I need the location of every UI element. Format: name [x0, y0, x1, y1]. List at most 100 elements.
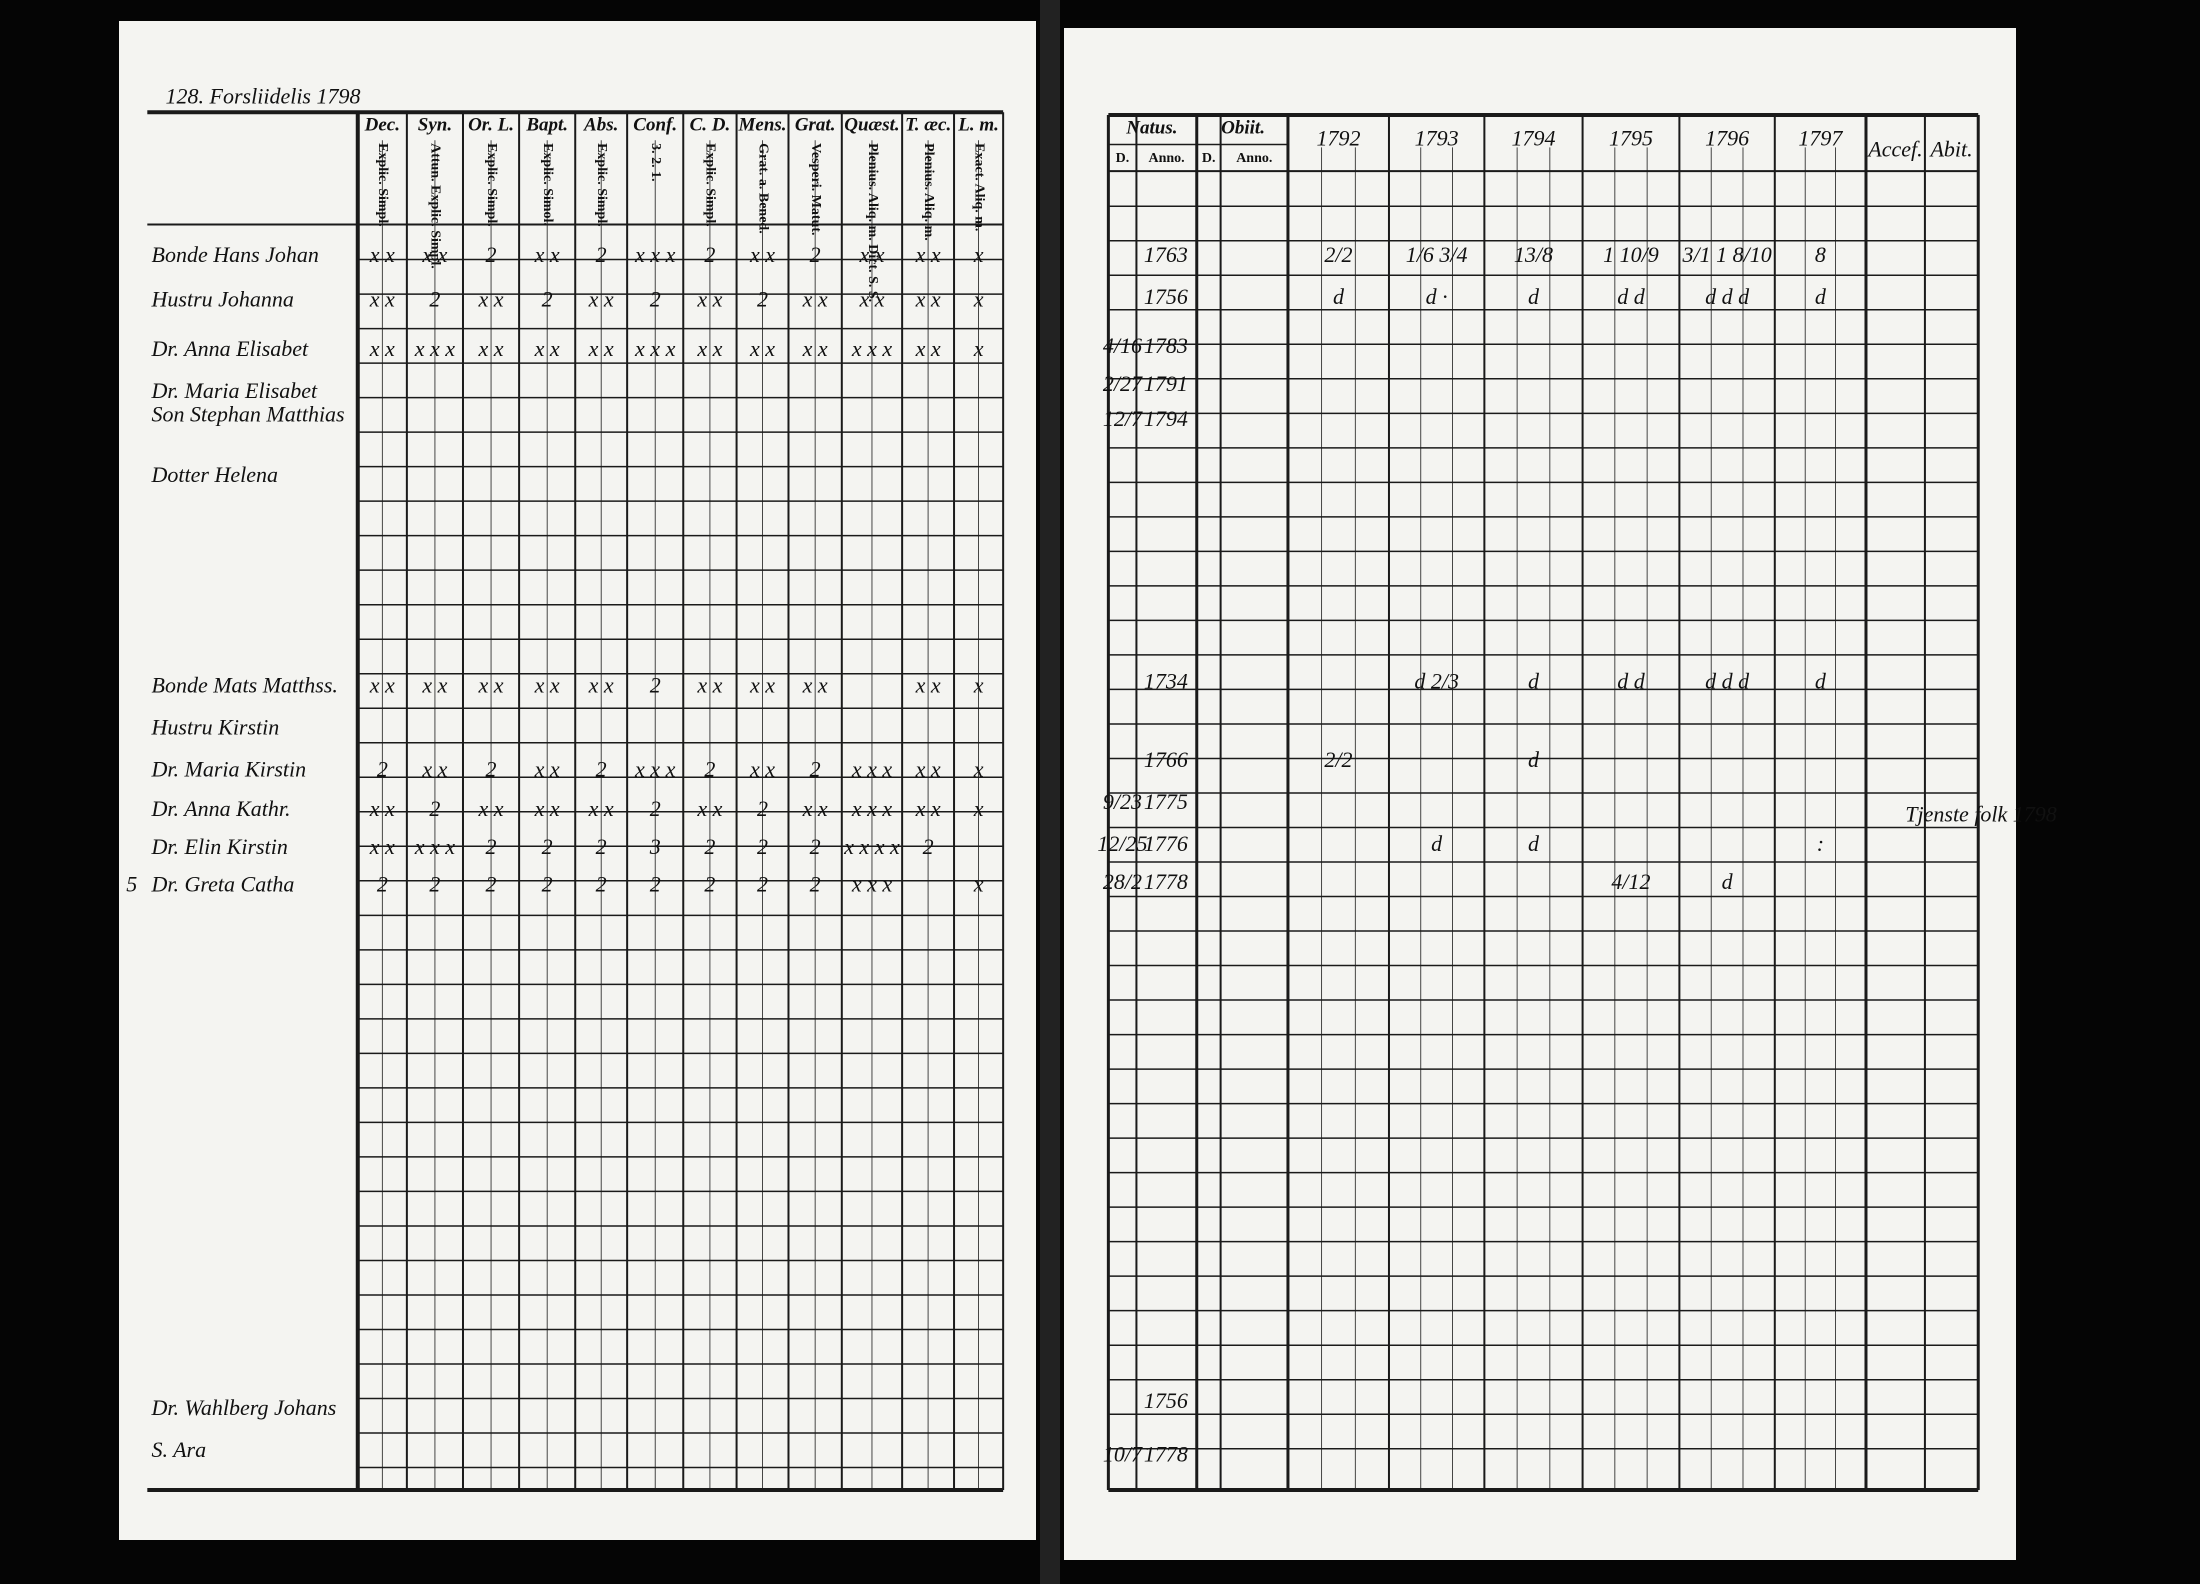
anno-header: Anno. — [1149, 151, 1185, 166]
year-mark: d — [1528, 831, 1540, 856]
exam-mark: x x — [369, 287, 395, 312]
birth-year: 1734 — [1144, 668, 1188, 693]
right-page — [1064, 28, 2016, 1560]
year-mark: d — [1722, 869, 1734, 894]
birth-year: 1756 — [1144, 1388, 1188, 1413]
exam-mark: x x x — [634, 336, 676, 361]
year-mark: d — [1528, 668, 1540, 693]
exam-mark: 2 — [810, 242, 821, 267]
exam-mark: x x — [915, 796, 941, 821]
birth-day: 12/25 — [1097, 831, 1147, 856]
year-mark: d — [1528, 747, 1540, 772]
year-mark: d — [1815, 284, 1827, 309]
exam-mark: x x x — [634, 242, 676, 267]
column-title: L. m. — [957, 115, 999, 136]
exam-mark: x x — [478, 796, 504, 821]
exam-mark: x x — [421, 673, 447, 698]
exam-mark: 2 — [542, 287, 553, 312]
exam-mark: x x x — [851, 757, 893, 782]
person-name: Bonde Hans Johan — [152, 242, 319, 267]
exam-mark: x x — [421, 242, 447, 267]
exam-mark: x x — [534, 336, 560, 361]
margin-note: Tjenste folk 1798 — [1905, 802, 2057, 827]
exam-mark: 2 — [704, 242, 715, 267]
column-title: Quæst. — [844, 115, 899, 136]
year-header: 1795 — [1609, 125, 1653, 150]
column-title: Conf. — [633, 115, 677, 136]
birth-day: 10/7 — [1103, 1441, 1143, 1466]
exam-mark: x x — [588, 287, 614, 312]
birth-year: 1776 — [1144, 831, 1188, 856]
exam-mark: x x — [478, 673, 504, 698]
year-mark: d — [1333, 284, 1345, 309]
year-mark: 8 — [1815, 242, 1826, 267]
column-subtitle: Explic. Simpl. — [484, 143, 499, 227]
year-mark: d d — [1617, 668, 1646, 693]
year-mark: d d d — [1705, 284, 1750, 309]
birth-year: 1778 — [1144, 1441, 1188, 1466]
exam-mark: 2 — [923, 834, 934, 859]
exam-mark: 2 — [596, 834, 607, 859]
exam-mark: x x — [369, 242, 395, 267]
person-name: Dr. Elin Kirstin — [151, 834, 288, 859]
column-title: Bapt. — [525, 115, 568, 136]
person-name: Dr. Maria Kirstin — [151, 757, 307, 782]
year-mark: 2/2 — [1324, 242, 1352, 267]
exam-mark: x x — [802, 796, 828, 821]
column-title: T. æc. — [905, 115, 951, 136]
year-mark: d — [1528, 284, 1540, 309]
exam-mark: x x — [858, 242, 884, 267]
exam-mark: x x — [534, 796, 560, 821]
birth-year: 1791 — [1144, 371, 1188, 396]
person-name: Dr. Maria Elisabet — [151, 378, 318, 403]
exam-mark: 2 — [650, 287, 661, 312]
exam-mark: 2 — [650, 796, 661, 821]
exam-mark: x x — [534, 673, 560, 698]
year-mark: 13/8 — [1514, 242, 1553, 267]
exam-mark: 2 — [757, 872, 768, 897]
birth-year: 1763 — [1144, 242, 1188, 267]
birth-year: 1794 — [1144, 406, 1188, 431]
exam-mark: x — [973, 796, 984, 821]
year-mark: 1 10/9 — [1603, 242, 1659, 267]
year-header: 1794 — [1511, 125, 1555, 150]
year-mark: 4/12 — [1611, 869, 1650, 894]
exam-mark: x — [973, 757, 984, 782]
exam-mark: x x — [588, 336, 614, 361]
exam-mark: x x x — [634, 757, 676, 782]
exam-mark: x x — [369, 796, 395, 821]
exam-mark: 3 — [649, 834, 661, 859]
exam-mark: x x — [915, 336, 941, 361]
exam-mark: 2 — [757, 834, 768, 859]
column-subtitle: Explic. Simol. — [540, 143, 555, 226]
exam-mark: 2 — [542, 834, 553, 859]
exam-mark: 2 — [486, 757, 497, 782]
exam-mark: x — [973, 287, 984, 312]
birth-day: 9/23 — [1103, 789, 1142, 814]
column-subtitle: Explic. Simpl. — [594, 143, 609, 227]
column-title: Dec. — [364, 115, 400, 136]
exam-mark: x x — [478, 287, 504, 312]
accef-header: Accef. — [1866, 137, 1922, 162]
exam-mark: x x — [915, 673, 941, 698]
column-title: Syn. — [418, 115, 452, 136]
column-title: Grat. — [795, 115, 836, 136]
exam-mark: x x — [369, 336, 395, 361]
person-name: Dr. Wahlberg Johans — [151, 1395, 337, 1420]
exam-mark: x x — [534, 757, 560, 782]
year-header: 1796 — [1705, 125, 1749, 150]
exam-mark: x x — [588, 673, 614, 698]
exam-mark: 2 — [486, 834, 497, 859]
exam-mark: 2 — [486, 242, 497, 267]
person-name: Dotter Helena — [151, 462, 278, 487]
column-subtitle: Plenius. Aliq. m. Dict. S. S. — [865, 143, 880, 302]
exam-mark: 2 — [810, 757, 821, 782]
birth-year: 1783 — [1144, 333, 1188, 358]
column-title: Or. L. — [468, 115, 514, 136]
year-mark: 2/2 — [1324, 747, 1352, 772]
exam-mark: x x — [696, 287, 722, 312]
person-name: S. Ara — [152, 1437, 207, 1462]
margin-note: 5 — [126, 872, 137, 897]
